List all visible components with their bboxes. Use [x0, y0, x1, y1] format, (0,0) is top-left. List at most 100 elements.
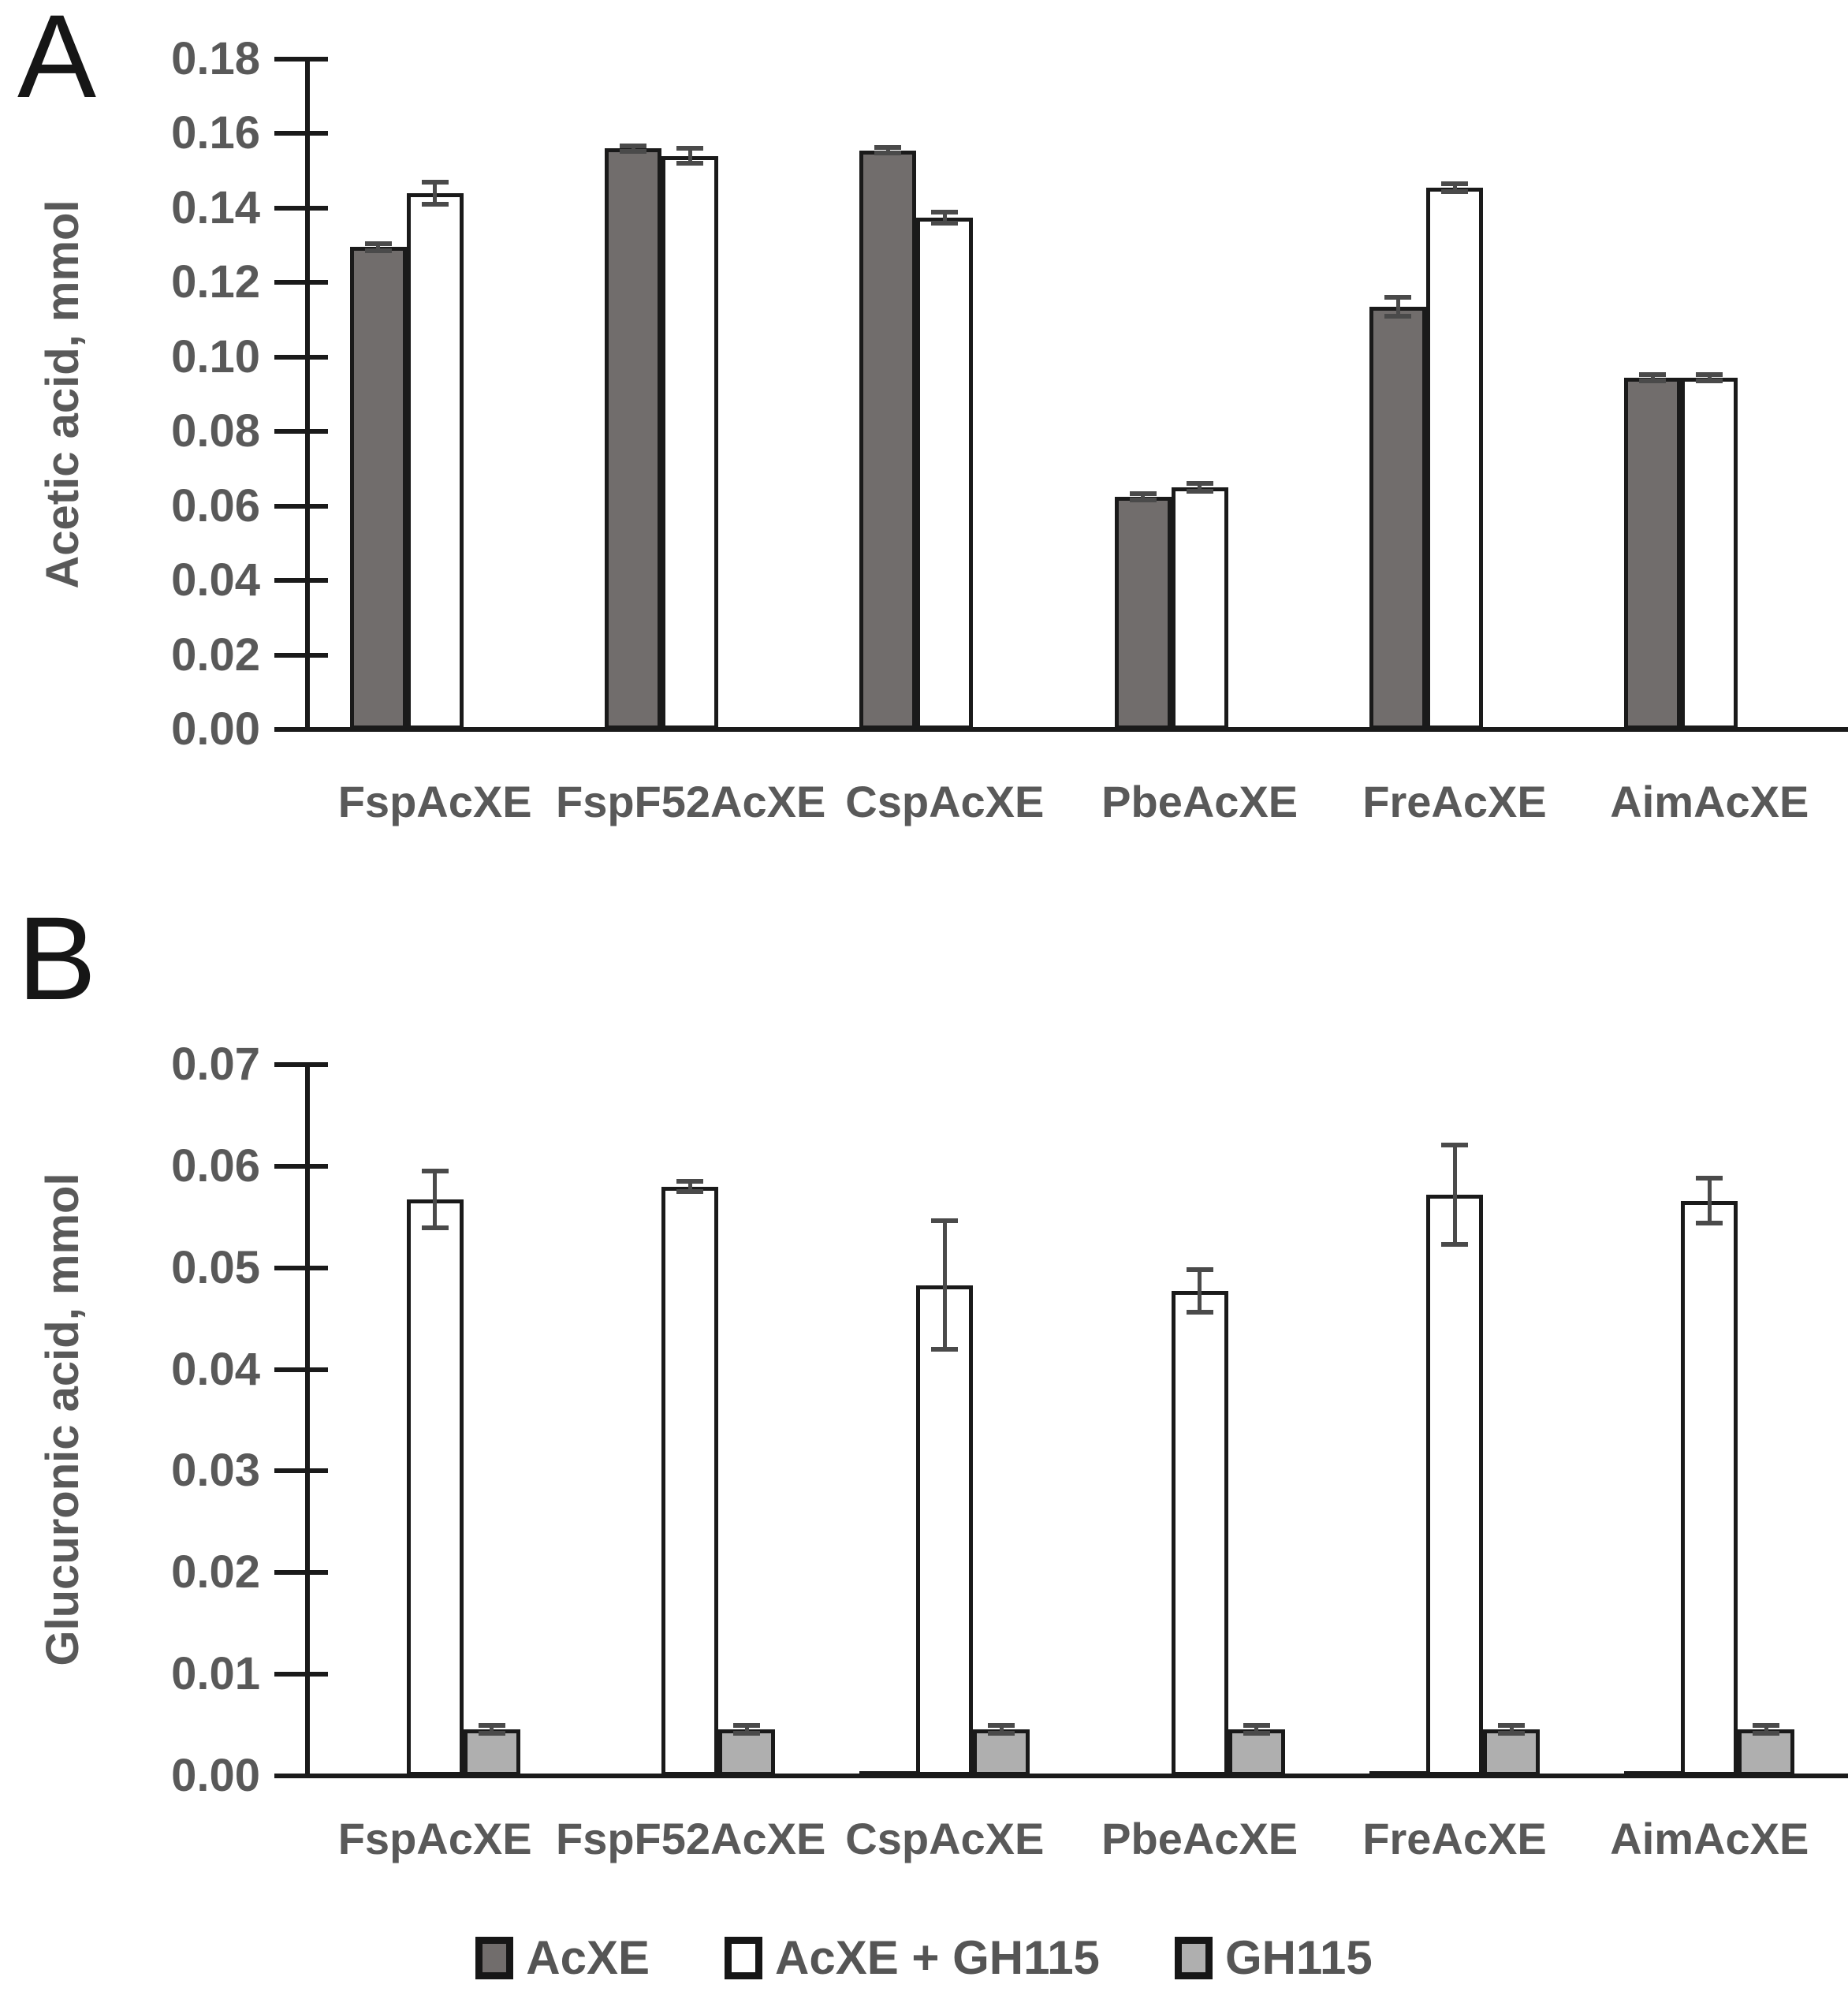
y-tick-label: 0.04	[171, 554, 260, 606]
bar-GH115	[718, 1729, 775, 1776]
y-axis-tick	[274, 727, 328, 732]
acxe-swatch-icon	[475, 1936, 514, 1979]
error-bar-cap-bottom	[1243, 1730, 1270, 1736]
error-bar-line	[885, 147, 890, 154]
error-bar-line	[1707, 374, 1712, 381]
error-bar-cap-bottom	[478, 1730, 505, 1736]
legend-item-acxe-gh115: AcXE + GH115	[725, 1930, 1100, 1985]
bar-AcXE	[859, 1771, 917, 1776]
error-bar-cap-bottom	[1384, 313, 1411, 319]
error-bar-cap-bottom	[1498, 1730, 1525, 1736]
bar-AcXEGH115	[916, 217, 974, 729]
y-axis-tick	[274, 1570, 328, 1576]
bar-AcXE	[1369, 307, 1426, 729]
category-label: FspF52AcXE	[556, 777, 826, 826]
bar-AcXEGH115	[661, 1186, 718, 1776]
bar-AcXE	[1369, 1771, 1426, 1776]
error-bar-cap-top	[676, 1179, 703, 1184]
y-axis-tick	[274, 280, 328, 285]
error-bar-cap-bottom	[1696, 378, 1723, 383]
error-bar-cap-top	[931, 1218, 959, 1224]
error-bar-cap-top	[478, 1722, 505, 1728]
x-axis-line	[305, 727, 1848, 732]
y-tick-label: 0.02	[171, 1546, 260, 1598]
error-bar-cap-top	[1753, 1722, 1780, 1728]
y-tick-label: 0.04	[171, 1343, 260, 1395]
error-bar-line	[631, 145, 635, 152]
y-axis-tick	[274, 503, 328, 509]
y-axis-tick	[274, 1672, 328, 1677]
category-label: FspAcXE	[337, 777, 532, 826]
bar-AcXEGH115	[916, 1285, 974, 1776]
error-bar-cap-top	[1696, 371, 1723, 377]
y-axis-tick	[274, 205, 328, 211]
error-bar-cap-top	[988, 1722, 1015, 1728]
error-bar-cap-bottom	[421, 1225, 449, 1231]
bar-AcXEGH115	[661, 155, 718, 729]
y-axis-tick	[274, 57, 328, 62]
error-bar-cap-bottom	[364, 248, 392, 254]
panel-a-letter: A	[17, 0, 97, 122]
error-bar-cap-bottom	[874, 151, 902, 156]
error-bar-cap-top	[421, 1169, 449, 1174]
error-bar-line	[687, 1181, 692, 1192]
category-label: PbeAcXE	[1101, 777, 1298, 826]
panel-a-y-axis-title: Acetic acid, mmol	[37, 200, 88, 589]
error-bar-cap-top	[1639, 371, 1667, 377]
error-bar-cap-bottom	[1441, 1242, 1468, 1248]
error-bar-cap-bottom	[1639, 378, 1667, 383]
error-bar-cap-top	[1186, 481, 1213, 487]
error-bar-cap-top	[733, 1722, 760, 1728]
bar-AcXE	[1114, 496, 1172, 729]
bar-AcXEGH115	[1171, 1291, 1228, 1776]
bar-AcXE	[1624, 377, 1682, 729]
error-bar-cap-bottom	[676, 1189, 703, 1195]
category-label: FreAcXE	[1362, 777, 1547, 826]
error-bar-line	[1452, 184, 1457, 192]
error-bar-cap-top	[931, 209, 959, 214]
error-bar-line	[1707, 1178, 1712, 1223]
y-tick-label: 0.18	[171, 33, 260, 84]
y-tick-label: 0.14	[171, 181, 260, 233]
error-bar-cap-top	[1696, 1176, 1723, 1181]
error-bar-line	[1198, 483, 1202, 491]
panel-b-y-axis-title: Glucuronic acid, mmol	[37, 1173, 88, 1666]
y-tick-label: 0.06	[171, 479, 260, 532]
legend-item-acxe: AcXE	[475, 1930, 650, 1985]
error-bar-line	[1395, 297, 1400, 316]
error-bar-line	[433, 181, 438, 205]
error-bar-line	[376, 243, 381, 252]
error-bar-cap-bottom	[1753, 1730, 1780, 1736]
error-bar-line	[433, 1171, 438, 1229]
category-label: AimAcXE	[1610, 777, 1809, 826]
error-bar-cap-bottom	[1129, 497, 1157, 502]
category-label: AimAcXE	[1610, 1814, 1809, 1863]
error-bar-cap-bottom	[931, 220, 959, 226]
bar-AcXE	[605, 148, 661, 729]
bar-AcXEGH115	[406, 1199, 464, 1776]
error-bar-line	[999, 1725, 1004, 1733]
y-axis-tick	[274, 652, 328, 658]
error-bar-cap-bottom	[620, 149, 646, 155]
legend-item-gh115: GH115	[1174, 1930, 1373, 1985]
category-label: PbeAcXE	[1101, 1814, 1298, 1863]
y-tick-label: 0.07	[171, 1039, 260, 1090]
bar-AcXE	[349, 247, 407, 729]
y-axis-tick	[274, 1163, 328, 1169]
error-bar-line	[1764, 1725, 1768, 1733]
error-bar-cap-top	[1441, 181, 1468, 187]
x-axis-line	[305, 1774, 1848, 1778]
y-tick-label: 0.00	[171, 703, 260, 755]
category-label: CspAcXE	[845, 1814, 1045, 1863]
error-bar-cap-bottom	[421, 202, 449, 207]
y-tick-label: 0.12	[171, 256, 260, 308]
y-tick-label: 0.00	[171, 1750, 260, 1801]
y-tick-label: 0.03	[171, 1445, 260, 1497]
error-bar-cap-top	[421, 179, 449, 185]
bar-GH115	[463, 1729, 520, 1776]
error-bar-line	[744, 1725, 749, 1733]
category-label: CspAcXE	[845, 777, 1045, 826]
error-bar-cap-top	[1129, 491, 1157, 497]
y-tick-label: 0.10	[171, 330, 260, 382]
error-bar-line	[942, 211, 947, 223]
